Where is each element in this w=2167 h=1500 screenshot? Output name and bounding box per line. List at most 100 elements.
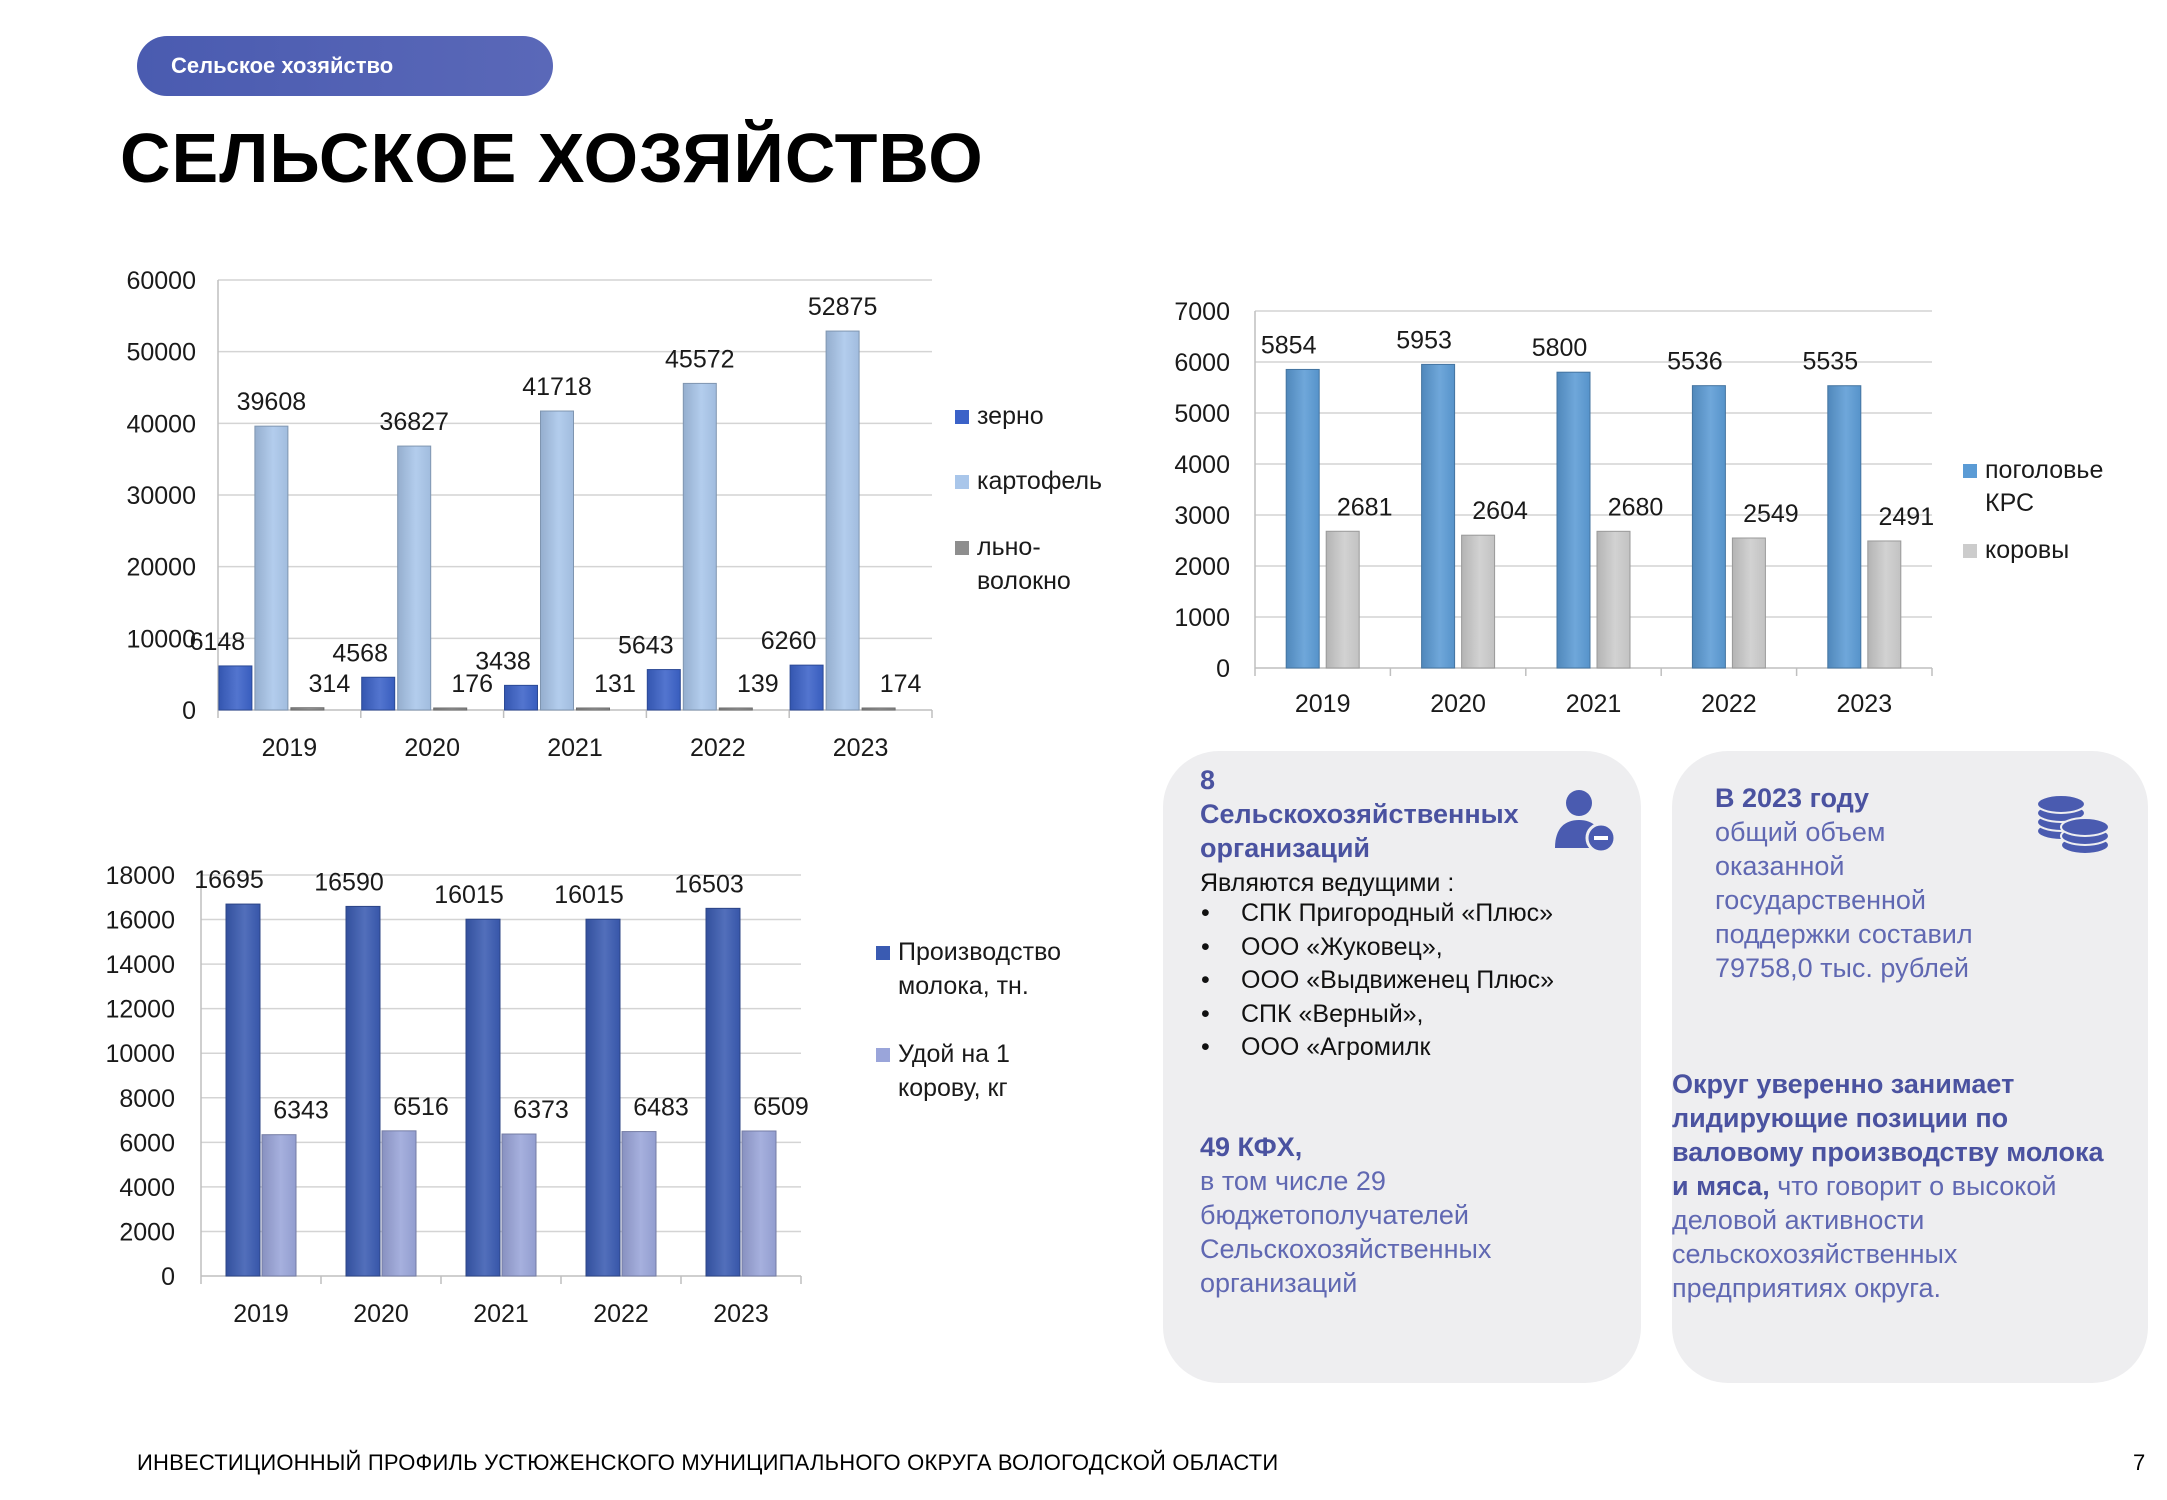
y-tick-label: 7000 <box>1174 298 1230 326</box>
y-tick-label: 4000 <box>119 1174 175 1202</box>
legend-swatch <box>955 410 969 424</box>
x-tick-label: 2022 <box>593 1300 649 1328</box>
data-label: 39608 <box>237 388 307 416</box>
user-minus-icon <box>1555 790 1617 854</box>
y-tick-label: 6000 <box>119 1129 175 1157</box>
y-tick-label: 4000 <box>1174 451 1230 479</box>
text-line: Сельскохозяйственных <box>1200 1234 1492 1264</box>
legend-swatch <box>876 946 890 960</box>
text-line: в том числе 29 <box>1200 1166 1386 1196</box>
text-line: лидирующие позиции по <box>1672 1103 2009 1133</box>
x-tick-label: 2021 <box>547 734 603 762</box>
bar <box>1867 540 1902 669</box>
y-tick-label: 2000 <box>1174 553 1230 581</box>
legend-swatch <box>955 541 969 555</box>
bar <box>1421 363 1456 669</box>
data-label: 5535 <box>1802 348 1858 376</box>
legend-label: волокно <box>977 567 1071 595</box>
text-line: государственной <box>1715 885 1927 915</box>
text-line: организаций <box>1200 1268 1358 1298</box>
x-tick-label: 2019 <box>1295 690 1351 718</box>
support-card <box>1672 751 2148 1383</box>
x-tick-label: 2023 <box>833 734 889 762</box>
data-label: 16503 <box>674 870 744 898</box>
bar <box>1325 530 1360 669</box>
data-label: 5953 <box>1396 326 1452 354</box>
data-label: 6483 <box>633 1094 689 1122</box>
legend-swatch <box>1963 464 1977 478</box>
y-tick-label: 10000 <box>126 625 196 653</box>
legend-label: поголовье <box>1985 456 2103 484</box>
x-tick-label: 2023 <box>713 1300 769 1328</box>
data-label: 6343 <box>273 1097 329 1125</box>
text-line: бюджетополучателей <box>1200 1200 1469 1230</box>
legend-label: Производство <box>898 938 1061 966</box>
bar <box>789 664 824 711</box>
data-label: 6509 <box>753 1093 809 1121</box>
org-count: 8 <box>1200 765 1216 795</box>
bold-fragment: и мяса, <box>1672 1171 1770 1201</box>
text-line: Округ уверенно занимает <box>1672 1069 2015 1099</box>
regular-fragment: что говорит о высокой <box>1769 1171 2057 1201</box>
y-tick-label: 18000 <box>105 862 175 890</box>
x-tick-label: 2020 <box>1430 690 1486 718</box>
legend-label: Удой на 1 <box>898 1040 1010 1068</box>
bar <box>1827 385 1862 669</box>
page-number: 7 <box>2133 1450 2146 1475</box>
bar <box>381 1130 417 1277</box>
data-label: 176 <box>451 670 493 698</box>
data-label: 3438 <box>475 647 531 675</box>
organizations-card <box>1163 751 1641 1383</box>
page-title: СЕЛЬСКОЕ ХОЗЯЙСТВО <box>120 119 984 197</box>
data-label: 174 <box>880 670 922 698</box>
leaders-label: Являются ведущими : <box>1200 869 1455 897</box>
bar <box>576 707 610 711</box>
y-tick-label: 20000 <box>126 554 196 582</box>
bar <box>361 676 396 711</box>
y-tick-label: 0 <box>1216 655 1230 683</box>
leaders-list: СПК Пригородный «Плюс»ООО «Жуковец»,ООО … <box>1197 897 1554 1065</box>
data-label: 16015 <box>554 881 624 909</box>
text-line: предприятиях округа. <box>1672 1273 1942 1303</box>
text-line: 79758,0 тыс. рублей <box>1715 953 1969 983</box>
leader-item: ООО «Выдвиженец Плюс» <box>1197 964 1554 998</box>
bar <box>290 707 325 711</box>
bar <box>825 330 860 711</box>
x-tick-label: 2023 <box>1836 690 1892 718</box>
data-label: 2681 <box>1337 493 1393 521</box>
data-label: 6373 <box>513 1096 569 1124</box>
kfh-description: в том числе 29 бюджетополучателей Сельскох… <box>1200 1164 1491 1300</box>
data-label: 2549 <box>1743 500 1799 528</box>
org-title-line1: Сельскохозяйственных <box>1200 799 1519 829</box>
legend-label: картофель <box>977 467 1102 495</box>
bar <box>1596 530 1631 669</box>
data-label: 2491 <box>1878 503 1934 531</box>
data-label: 2604 <box>1472 497 1528 525</box>
y-tick-label: 16000 <box>105 907 175 935</box>
y-tick-label: 40000 <box>126 410 196 438</box>
y-tick-label: 6000 <box>1174 349 1230 377</box>
legend-swatch <box>876 1048 890 1062</box>
legend-label: КРС <box>1985 489 2034 517</box>
leader-item: СПК Пригородный «Плюс» <box>1197 897 1554 931</box>
legend-label: зерно <box>977 402 1044 430</box>
data-label: 41718 <box>522 373 592 401</box>
legend-label: корову, кг <box>898 1074 1008 1102</box>
coins-icon <box>2036 794 2110 855</box>
bar <box>718 707 753 711</box>
data-label: 6260 <box>761 627 817 655</box>
kfh-head: 49 КФХ, <box>1200 1132 1303 1162</box>
x-tick-label: 2020 <box>353 1300 409 1328</box>
text-line: и мяса, что говорит о высокой <box>1672 1169 2103 1203</box>
legend-label: коровы <box>1985 536 2069 564</box>
y-tick-label: 0 <box>161 1263 175 1291</box>
data-label: 5643 <box>618 632 674 660</box>
data-label: 131 <box>594 670 636 698</box>
bar <box>682 382 717 711</box>
text-line: сельскохозяйственных <box>1672 1239 1958 1269</box>
data-label: 5854 <box>1261 331 1317 359</box>
footer-text: ИНВЕСТИЦИОННЫЙ ПРОФИЛЬ УСТЮЖЕНСКОГО МУНИ… <box>137 1450 1279 1475</box>
data-label: 4568 <box>332 639 388 667</box>
y-tick-label: 10000 <box>105 1040 175 1068</box>
